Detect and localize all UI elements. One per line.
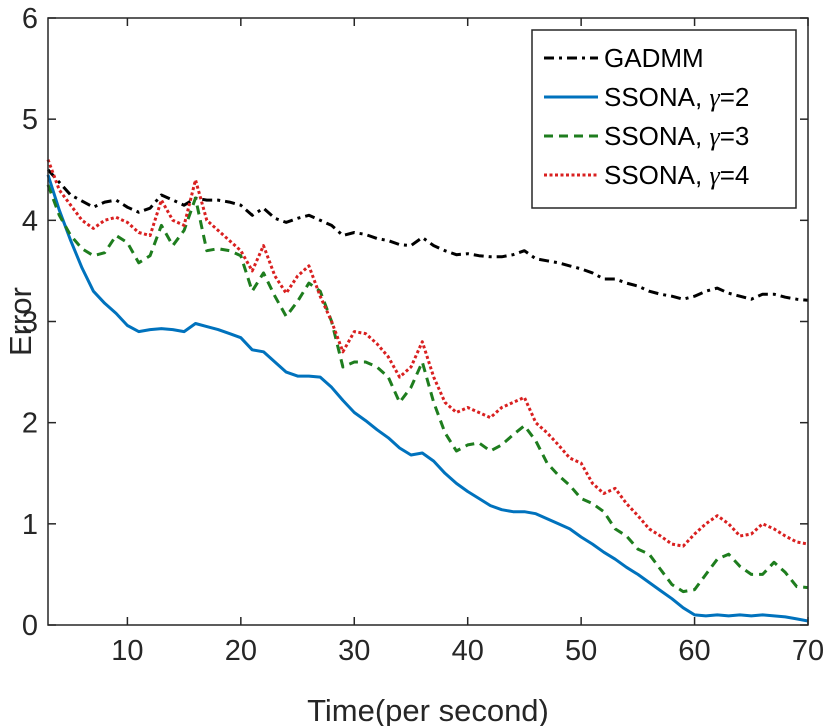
legend-gamma-value: =2 xyxy=(720,82,750,112)
legend-label-text: SSONA, xyxy=(604,160,709,190)
legend-gamma-symbol: γ xyxy=(709,83,720,112)
legend-entry-3: SSONA, γ=3 xyxy=(604,121,749,151)
y-tick-label: 3 xyxy=(22,307,38,339)
legend-gamma-value: =3 xyxy=(720,121,750,151)
x-axis-label: Time(per second) xyxy=(307,693,549,726)
legend-entry-4: SSONA, γ=4 xyxy=(604,160,749,190)
series-line-4 xyxy=(46,159,809,548)
legend-gamma-symbol: γ xyxy=(709,122,720,151)
y-tick-label: 0 xyxy=(22,610,38,642)
legend-label-text: GADMM xyxy=(604,43,704,73)
legend-entry-2: SSONA, γ=2 xyxy=(604,82,749,112)
y-tick-label: 4 xyxy=(22,205,38,237)
x-tick-label: 20 xyxy=(225,635,257,667)
legend-label-text: SSONA, xyxy=(604,82,709,112)
series-line-2 xyxy=(46,174,809,623)
x-tick-label: 50 xyxy=(565,635,597,667)
legend-entry-1: GADMM xyxy=(604,43,704,73)
y-tick-label: 5 xyxy=(22,104,38,136)
x-tick-label: 10 xyxy=(111,635,143,667)
legend-box xyxy=(531,29,797,209)
legend-label-text: SSONA, xyxy=(604,121,709,151)
legend-gamma-symbol: γ xyxy=(709,161,720,190)
y-axis-label: Error xyxy=(3,287,38,356)
legend-gamma-value: =4 xyxy=(720,160,750,190)
x-tick-label: 70 xyxy=(792,635,824,667)
axes-layer: 10 20 30 40 50 60 70 0 1 2 3 4 5 6 xyxy=(22,3,824,667)
x-tick-label: 40 xyxy=(452,635,484,667)
y-tick-label: 6 xyxy=(22,3,38,35)
x-tick-label: 60 xyxy=(678,635,710,667)
x-tick-label: 30 xyxy=(338,635,370,667)
y-tick-label: 1 xyxy=(22,509,38,541)
series-line-3 xyxy=(46,184,809,594)
y-tick-label: 2 xyxy=(22,408,38,440)
series-layer xyxy=(46,159,809,623)
